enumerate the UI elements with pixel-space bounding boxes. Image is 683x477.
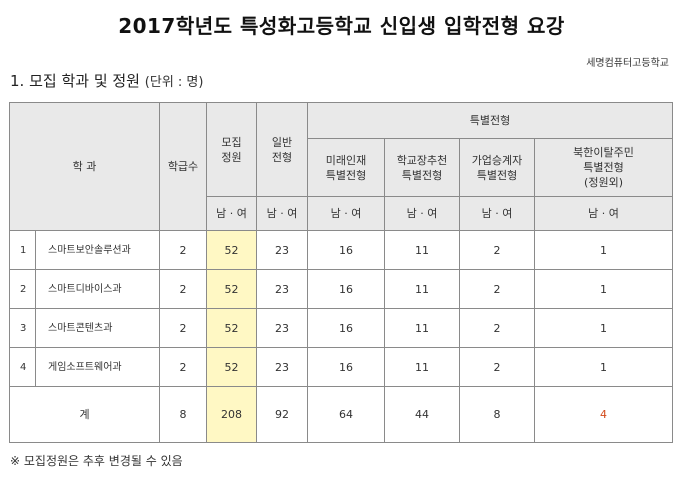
special-future-cell: 16 bbox=[307, 269, 385, 309]
special-future-cell: 16 bbox=[307, 347, 385, 387]
special-principal-cell: 11 bbox=[384, 308, 460, 348]
total-special-future: 64 bbox=[307, 386, 385, 443]
quota-cell: 52 bbox=[206, 308, 257, 348]
page-title: 2017학년도 특성화고등학교 신입생 입학전형 요강 bbox=[118, 14, 565, 38]
classes-cell: 2 bbox=[159, 230, 207, 270]
section-heading: 1. 모집 학과 및 정원 (단위 : 명) bbox=[10, 70, 203, 91]
classes-cell: 2 bbox=[159, 347, 207, 387]
gender-label: 남 · 여 bbox=[459, 196, 535, 231]
dept-name: 스마트디바이스과 bbox=[35, 269, 160, 309]
special-principal-cell: 11 bbox=[384, 347, 460, 387]
dept-name: 게임소프트웨어과 bbox=[35, 347, 160, 387]
classes-cell: 2 bbox=[159, 269, 207, 309]
table-row: 4 게임소프트웨어과 2 52 23 16 11 2 1 bbox=[9, 347, 674, 387]
unit-label: (단위 : 명) bbox=[144, 75, 204, 90]
gender-label: 남 · 여 bbox=[206, 196, 257, 231]
special-defector-cell: 1 bbox=[533, 308, 674, 348]
classes-cell: 2 bbox=[159, 308, 207, 348]
special-family-cell: 2 bbox=[459, 347, 535, 387]
general-cell: 23 bbox=[256, 308, 308, 348]
special-future-cell: 16 bbox=[307, 230, 385, 270]
header-special-defector: 북한이탈주민 특별전형 (정원외) bbox=[533, 138, 674, 197]
total-special-principal: 44 bbox=[384, 386, 460, 443]
dept-name: 스마트보안솔루션과 bbox=[35, 230, 160, 270]
quota-cell: 52 bbox=[206, 230, 257, 270]
special-defector-cell: 1 bbox=[533, 347, 674, 387]
general-cell: 23 bbox=[256, 230, 308, 270]
special-principal-cell: 11 bbox=[384, 230, 460, 270]
general-cell: 23 bbox=[256, 269, 308, 309]
header-special-family: 가업승계자 특별전형 bbox=[459, 138, 535, 197]
total-special-family: 8 bbox=[459, 386, 535, 443]
special-family-cell: 2 bbox=[459, 308, 535, 348]
row-number: 2 bbox=[9, 269, 36, 309]
header-special-future: 미래인재 특별전형 bbox=[307, 138, 385, 197]
header-quota: 모집 정원 bbox=[206, 102, 257, 197]
special-defector-cell: 1 bbox=[533, 230, 674, 270]
gender-label: 남 · 여 bbox=[384, 196, 460, 231]
gender-label: 남 · 여 bbox=[533, 196, 674, 231]
quota-cell: 52 bbox=[206, 347, 257, 387]
total-special-defector: 4 bbox=[533, 386, 674, 443]
header-special-principal: 학교장추천 특별전형 bbox=[384, 138, 460, 197]
total-general: 92 bbox=[256, 386, 308, 443]
total-quota: 208 bbox=[206, 386, 257, 443]
row-number: 4 bbox=[9, 347, 36, 387]
special-defector-cell: 1 bbox=[533, 269, 674, 309]
admission-table-container: 학 과 학급수 모집 정원 일반 전형 특별전형 미래인재 특별전형 학교장추천… bbox=[9, 102, 674, 443]
special-principal-cell: 11 bbox=[384, 269, 460, 309]
section-title: 1. 모집 학과 및 정원 bbox=[10, 72, 140, 90]
total-row: 계 8 208 92 64 44 8 4 bbox=[9, 386, 674, 443]
row-number: 3 bbox=[9, 308, 36, 348]
total-classes: 8 bbox=[159, 386, 207, 443]
special-family-cell: 2 bbox=[459, 269, 535, 309]
dept-name: 스마트콘텐츠과 bbox=[35, 308, 160, 348]
school-name: 세명컴퓨터고등학교 bbox=[586, 58, 669, 69]
special-family-cell: 2 bbox=[459, 230, 535, 270]
footnote: ※ 모집정원은 추후 변경될 수 있음 bbox=[10, 454, 183, 468]
quota-cell: 52 bbox=[206, 269, 257, 309]
header-dept: 학 과 bbox=[9, 102, 160, 231]
general-cell: 23 bbox=[256, 347, 308, 387]
special-future-cell: 16 bbox=[307, 308, 385, 348]
gender-label: 남 · 여 bbox=[307, 196, 385, 231]
header-classes: 학급수 bbox=[159, 102, 207, 231]
admission-table: 학 과 학급수 모집 정원 일반 전형 특별전형 미래인재 특별전형 학교장추천… bbox=[9, 102, 674, 443]
gender-label: 남 · 여 bbox=[256, 196, 308, 231]
total-label: 계 bbox=[9, 386, 160, 443]
table-row: 3 스마트콘텐츠과 2 52 23 16 11 2 1 bbox=[9, 308, 674, 348]
header-special: 특별전형 bbox=[306, 102, 674, 139]
row-number: 1 bbox=[9, 230, 36, 270]
table-row: 2 스마트디바이스과 2 52 23 16 11 2 1 bbox=[9, 269, 674, 309]
header-general: 일반 전형 bbox=[256, 102, 308, 197]
table-row: 1 스마트보안솔루션과 2 52 23 16 11 2 1 bbox=[9, 230, 674, 270]
